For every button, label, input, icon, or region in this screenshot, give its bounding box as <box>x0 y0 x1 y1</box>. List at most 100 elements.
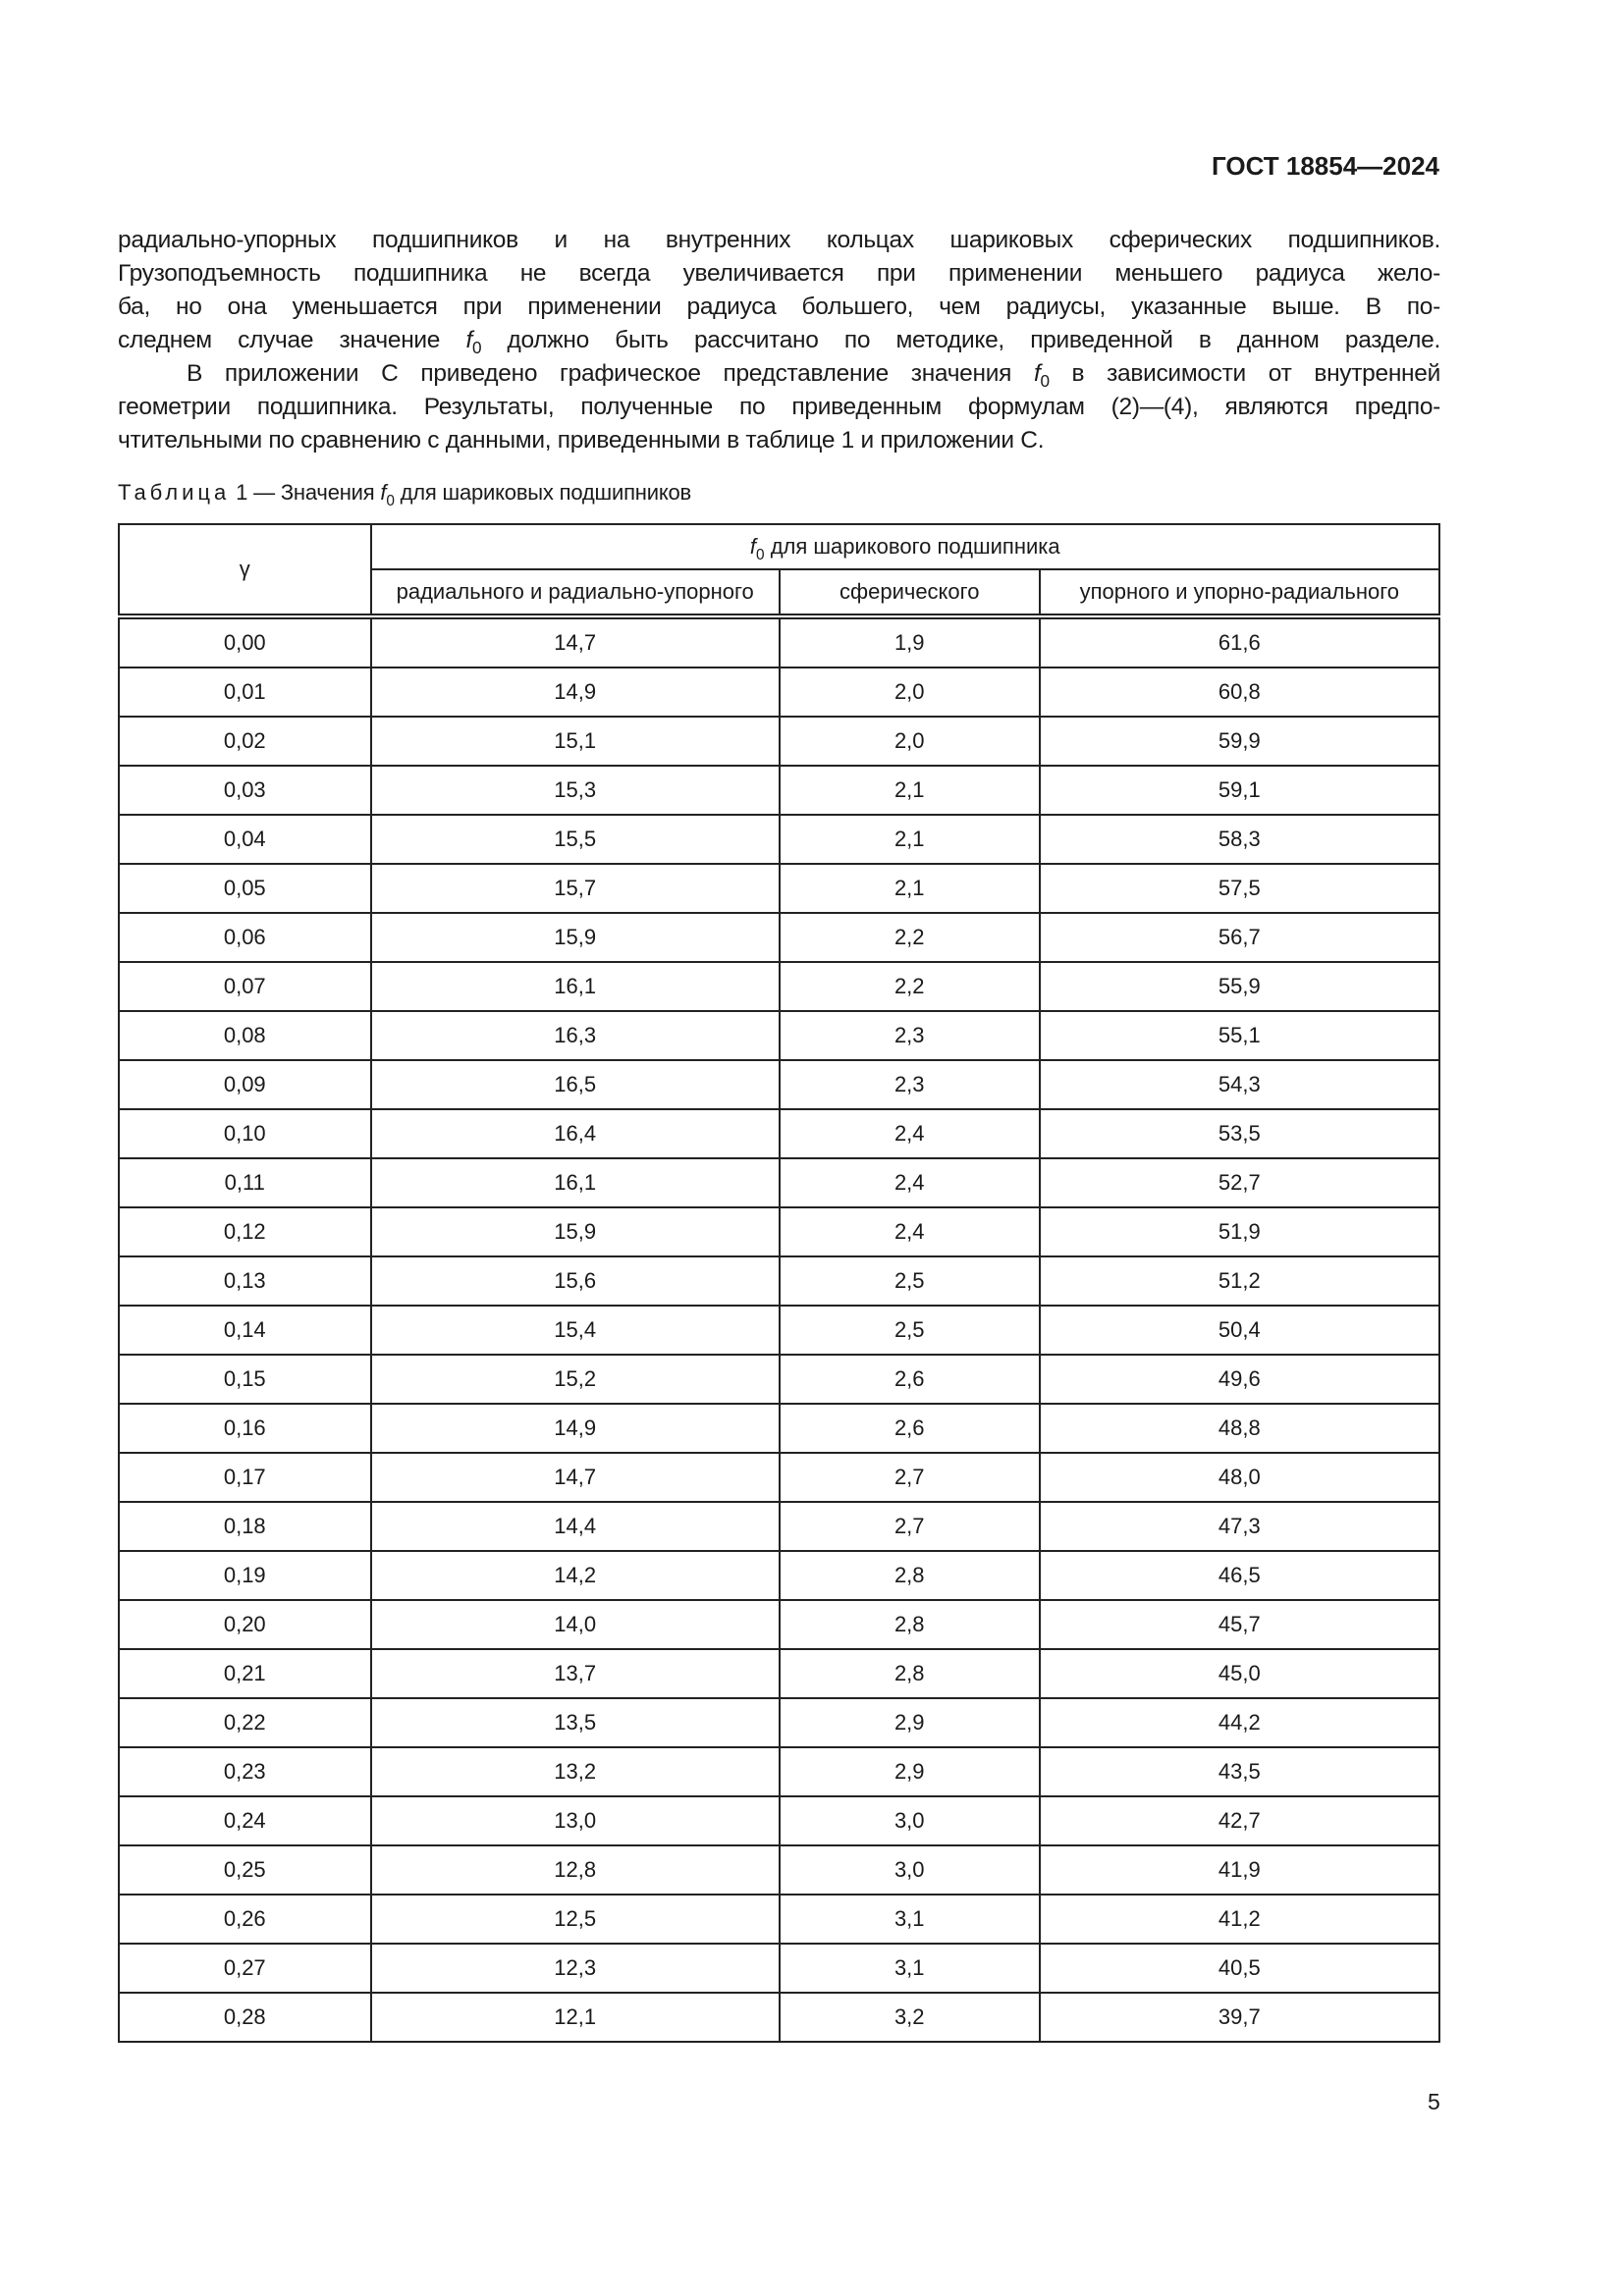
table-row: 0,10 16,4 2,4 53,5 <box>118 1108 1441 1159</box>
cell-spherical: 3,0 <box>778 1795 1041 1846</box>
table-row: 0,03 15,3 2,1 59,1 <box>118 765 1441 816</box>
cell-spherical: 2,4 <box>778 1108 1041 1159</box>
text-segment: следнем случае значение <box>118 327 466 353</box>
page-number: 5 <box>1428 2089 1440 2114</box>
cell-spherical: 2,4 <box>778 1206 1041 1257</box>
table-row: 0,15 15,2 2,6 49,6 <box>118 1354 1441 1405</box>
cell-radial: 14,9 <box>369 667 781 718</box>
header-spherical: сферического <box>778 568 1041 619</box>
cell-thrust: 59,1 <box>1038 765 1441 816</box>
table-row: 0,20 14,0 2,8 45,7 <box>118 1599 1441 1650</box>
cell-radial: 16,4 <box>369 1108 781 1159</box>
table-row: 0,14 15,4 2,5 50,4 <box>118 1305 1441 1356</box>
table-row: 0,23 13,2 2,9 43,5 <box>118 1746 1441 1797</box>
text-line: В приложении С приведено графическое пре… <box>118 360 1440 394</box>
document-designation: ГОСТ 18854—2024 <box>1212 151 1439 181</box>
cell-radial: 13,0 <box>369 1795 781 1846</box>
cell-spherical: 2,8 <box>778 1550 1041 1601</box>
cell-spherical: 2,2 <box>778 912 1041 963</box>
cell-gamma: 0,06 <box>118 912 372 963</box>
header-thrust: упорного и упорно-радиального <box>1038 568 1441 619</box>
cell-spherical: 2,0 <box>778 716 1041 767</box>
table-row: 0,25 12,8 3,0 41,9 <box>118 1844 1441 1896</box>
cell-gamma: 0,24 <box>118 1795 372 1846</box>
text-line: следнем случае значение f0 должно быть р… <box>118 327 1440 360</box>
cell-spherical: 3,2 <box>778 1992 1041 2043</box>
cell-thrust: 47,3 <box>1038 1501 1441 1552</box>
cell-gamma: 0,17 <box>118 1452 372 1503</box>
cell-gamma: 0,05 <box>118 863 372 914</box>
text-segment: в зависимости от внутренней <box>1049 360 1441 387</box>
cell-radial: 14,9 <box>369 1403 781 1454</box>
cell-radial: 14,7 <box>369 615 781 668</box>
cell-radial: 14,2 <box>369 1550 781 1601</box>
table-body: 0,00 14,7 1,9 61,6 0,01 14,9 2,0 60,8 0,02 15,1 2,… <box>118 615 1441 2043</box>
table-row: 0,26 12,5 3,1 41,2 <box>118 1894 1441 1945</box>
cell-radial: 12,5 <box>369 1894 781 1945</box>
cell-gamma: 0,02 <box>118 716 372 767</box>
cell-thrust: 55,9 <box>1038 961 1441 1012</box>
cell-spherical: 3,1 <box>778 1943 1041 1994</box>
cell-gamma: 0,04 <box>118 814 372 865</box>
caption-text: 1 — Значения <box>230 480 381 505</box>
table-row: 0,19 14,2 2,8 46,5 <box>118 1550 1441 1601</box>
header-radial: радиального и радиально-упорного <box>369 568 781 619</box>
table-row: 0,27 12,3 3,1 40,5 <box>118 1943 1441 1994</box>
table-row: 0,24 13,0 3,0 42,7 <box>118 1795 1441 1846</box>
cell-thrust: 51,9 <box>1038 1206 1441 1257</box>
cell-radial: 15,3 <box>369 765 781 816</box>
cell-radial: 12,8 <box>369 1844 781 1896</box>
table-row: 0,12 15,9 2,4 51,9 <box>118 1206 1441 1257</box>
cell-thrust: 57,5 <box>1038 863 1441 914</box>
cell-gamma: 0,11 <box>118 1157 372 1208</box>
cell-gamma: 0,10 <box>118 1108 372 1159</box>
cell-thrust: 49,6 <box>1038 1354 1441 1405</box>
cell-spherical: 2,9 <box>778 1697 1041 1748</box>
table-row: 0,06 15,9 2,2 56,7 <box>118 912 1441 963</box>
cell-gamma: 0,28 <box>118 1992 372 2043</box>
cell-radial: 15,9 <box>369 912 781 963</box>
cell-thrust: 55,1 <box>1038 1010 1441 1061</box>
symbol-f: f <box>465 327 472 353</box>
cell-radial: 13,2 <box>369 1746 781 1797</box>
cell-gamma: 0,07 <box>118 961 372 1012</box>
cell-spherical: 2,4 <box>778 1157 1041 1208</box>
cell-spherical: 2,6 <box>778 1354 1041 1405</box>
cell-spherical: 2,1 <box>778 863 1041 914</box>
cell-thrust: 60,8 <box>1038 667 1441 718</box>
cell-thrust: 58,3 <box>1038 814 1441 865</box>
caption-text: для шариковых подшипников <box>394 480 692 505</box>
cell-gamma: 0,26 <box>118 1894 372 1945</box>
cell-spherical: 2,3 <box>778 1059 1041 1110</box>
cell-spherical: 2,3 <box>778 1010 1041 1061</box>
text-line: ба, но она уменьшается при применении ра… <box>118 294 1440 320</box>
table-row: 0,13 15,6 2,5 51,2 <box>118 1255 1441 1307</box>
cell-gamma: 0,14 <box>118 1305 372 1356</box>
table-row: 0,28 12,1 3,2 39,7 <box>118 1992 1441 2043</box>
cell-thrust: 50,4 <box>1038 1305 1441 1356</box>
cell-spherical: 2,1 <box>778 765 1041 816</box>
text-segment: В приложении С приведено графическое пре… <box>187 360 1034 387</box>
cell-radial: 12,3 <box>369 1943 781 1994</box>
cell-thrust: 44,2 <box>1038 1697 1441 1748</box>
cell-gamma: 0,08 <box>118 1010 372 1061</box>
symbol-subscript: 0 <box>756 547 765 563</box>
cell-thrust: 40,5 <box>1038 1943 1441 1994</box>
cell-gamma: 0,27 <box>118 1943 372 1994</box>
cell-thrust: 56,7 <box>1038 912 1441 963</box>
cell-spherical: 2,1 <box>778 814 1041 865</box>
cell-spherical: 1,9 <box>778 615 1041 668</box>
cell-thrust: 61,6 <box>1038 615 1441 668</box>
table-row: 0,17 14,7 2,7 48,0 <box>118 1452 1441 1503</box>
cell-gamma: 0,09 <box>118 1059 372 1110</box>
table-row: 0,22 13,5 2,9 44,2 <box>118 1697 1441 1748</box>
cell-thrust: 45,7 <box>1038 1599 1441 1650</box>
cell-spherical: 2,6 <box>778 1403 1041 1454</box>
table-row: 0,09 16,5 2,3 54,3 <box>118 1059 1441 1110</box>
text-line: радиально-упорных подшипников и на внутр… <box>118 227 1440 253</box>
symbol-subscript: 0 <box>471 338 482 357</box>
symbol-f: f <box>1033 360 1041 387</box>
table-row: 0,21 13,7 2,8 45,0 <box>118 1648 1441 1699</box>
table-caption: Таблица 1 — Значения f0 для шариковых по… <box>118 480 692 508</box>
cell-gamma: 0,03 <box>118 765 372 816</box>
